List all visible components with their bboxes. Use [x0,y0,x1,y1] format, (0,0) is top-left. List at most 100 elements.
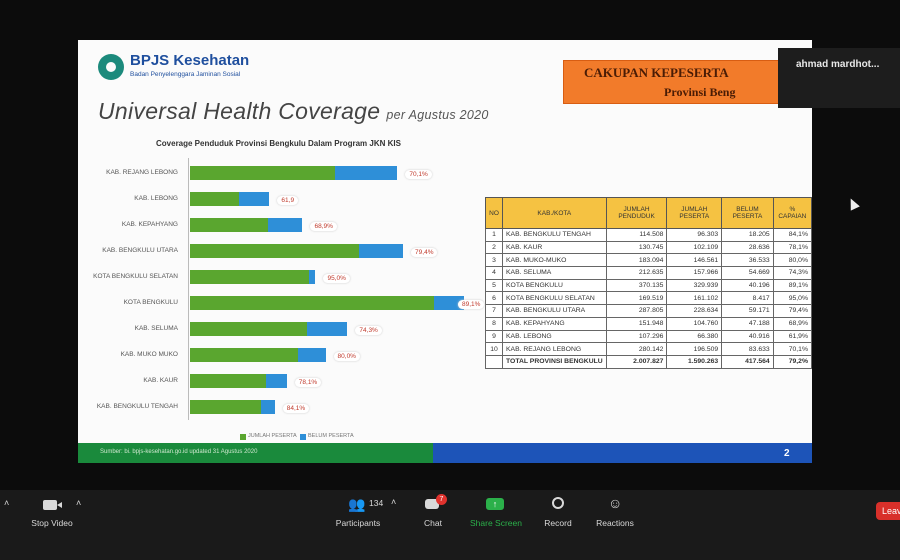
chart-axis [188,158,189,420]
record-icon[interactable] [552,497,564,509]
bar-value-label: 61,9 [277,196,299,205]
bar-peserta [190,374,266,388]
table-cell: 68,9% [772,316,812,331]
chat-icon[interactable] [425,499,439,509]
table-cell: KAB. BENGKULU TENGAH [502,228,607,242]
table-cell: 47.188 [721,316,774,331]
bar-value-label: 89,1% [458,300,485,309]
bar-value-label: 84,1% [282,404,310,413]
table-cell: KAB. MUKO-MUKO [502,253,607,268]
bar-belum-peserta [306,322,348,336]
legend-swatch-belum [300,434,306,440]
table-row: 5 KOTA BENGKULU 370.135 329.939 40.196 89,1% [485,278,812,293]
bar-value-label: 78,1% [294,378,322,387]
table-cell: 84,1% [772,228,812,242]
share-screen-button[interactable]: Share Screen [470,518,522,528]
table-cell: 4 [485,266,503,280]
share-screen-icon[interactable]: ↑ [486,498,504,510]
participants-button[interactable]: Participants [335,518,381,528]
table-cell: 9 [485,329,503,344]
table-header-cell: KAB./KOTA [502,197,607,229]
bar-belum-peserta [335,166,398,180]
leave-button[interactable]: Leav [876,502,900,520]
table-cell: 89,1% [772,278,812,293]
chat-unread-badge: 7 [436,494,447,505]
page-number: 2 [784,448,790,459]
table-cell: 78,1% [772,240,812,255]
legend-swatch-peserta [240,434,246,440]
bpjs-logo-icon [98,54,124,80]
table-cell: KAB. REJANG LEBONG [502,342,607,356]
table-cell: 151.948 [605,316,668,331]
bar-belum-peserta [298,348,326,362]
meeting-toolbar [0,490,900,560]
table-cell: 417.564 [721,354,774,369]
table-cell: 8.417 [721,291,774,306]
bar-label: KAB. KEPAHYANG [121,221,178,228]
table-cell: KAB. KEPAHYANG [502,316,607,331]
table-cell: TOTAL PROVINSI BENGKULU [502,354,607,369]
bar-value-label: 95,0% [323,274,350,283]
table-cell: 74,3% [772,266,812,280]
bar-label: KAB. BENGKULU TENGAH [96,403,178,410]
bar-belum-peserta [261,400,275,414]
chart-title: Coverage Penduduk Provinsi Bengkulu Dala… [156,139,401,148]
table-cell: 114.508 [605,228,668,242]
chevron-up-icon[interactable]: ˄ [4,498,10,508]
table-cell: 2.007.827 [605,354,668,369]
table-row: 10 KAB. REJANG LEBONG 280.142 196.509 83.633… [485,342,812,356]
footer-blue-band [433,443,812,463]
coverage-banner: CAKUPAN KEPESERTA Provinsi Beng [563,60,812,104]
chat-button[interactable]: Chat [424,518,442,528]
table-cell: 212.635 [605,266,668,280]
table-header-cell: % CAPAIAN [772,197,812,229]
table-cell: 8 [485,316,503,331]
table-cell: 5 [485,278,503,293]
table-header-cell: JUMLAH PENDUDUK [605,197,668,229]
table-cell: 18.205 [721,228,774,242]
table-cell: KAB. SELUMA [502,266,607,280]
bar-peserta [190,244,360,258]
video-camera-icon[interactable] [43,500,57,510]
reactions-button[interactable]: Reactions [596,518,634,528]
table-cell: 130.745 [605,240,668,255]
table-row: 8 KAB. KEPAHYANG 151.948 104.760 47.188 68,9% [485,316,812,331]
table-cell: 10 [485,342,503,356]
bar-label: KAB. SELUMA [134,325,178,332]
table-row: 6 KOTA BENGKULU SELATAN 169.519 161.102 8.41… [485,291,812,306]
bar-peserta [190,218,268,232]
table-cell: 6 [485,291,503,306]
slide-title-sub: per Agustus 2020 [386,108,489,122]
bar-belum-peserta [239,192,270,206]
participants-chevron-icon[interactable]: ˄ [391,497,397,507]
table-cell: 196.509 [666,342,723,356]
bar-label: KAB. MUKO MUKO [120,351,178,358]
table-cell: 157.966 [666,266,723,280]
table-cell: 95,0% [772,291,812,306]
table-cell: 83.633 [721,342,774,356]
table-header-cell: JUMLAH PESERTA [666,197,723,229]
participants-icon[interactable]: 👥 [348,496,366,512]
participant-name: ahmad mardhot... [796,59,880,70]
legend-label-peserta: JUMLAH PESERTA [248,433,297,439]
table-cell: 79,2% [772,354,812,369]
bar-belum-peserta [359,244,404,258]
participants-count: 134 [369,498,384,508]
stop-video-button[interactable]: Stop Video [31,518,73,528]
table-cell: 183.094 [605,253,668,268]
table-cell: 146.561 [666,253,723,268]
table-cell: 329.939 [666,278,723,293]
table-row: 9 KAB. LEBONG 107.296 66.380 40.916 61,9% [485,329,812,344]
table-row: TOTAL PROVINSI BENGKULU 2.007.827 1.590.26… [485,354,812,369]
table-cell: 40.196 [721,278,774,293]
table-row: 4 KAB. SELUMA 212.635 157.966 54.669 74,3% [485,266,812,280]
table-cell: KAB. KAUR [502,240,607,255]
bar-peserta [190,296,435,310]
reactions-icon[interactable]: ☺ [608,495,623,511]
table-header-cell: NO [485,197,503,229]
participant-video-tile[interactable] [778,48,900,108]
video-options-chevron-icon[interactable]: ˄ [76,498,82,508]
footer-source: Sumber: bi. bpjs-kesehatan.go.id updated… [100,449,258,455]
record-button[interactable]: Record [544,518,572,528]
banner-subtitle: Provinsi Beng [664,85,736,99]
